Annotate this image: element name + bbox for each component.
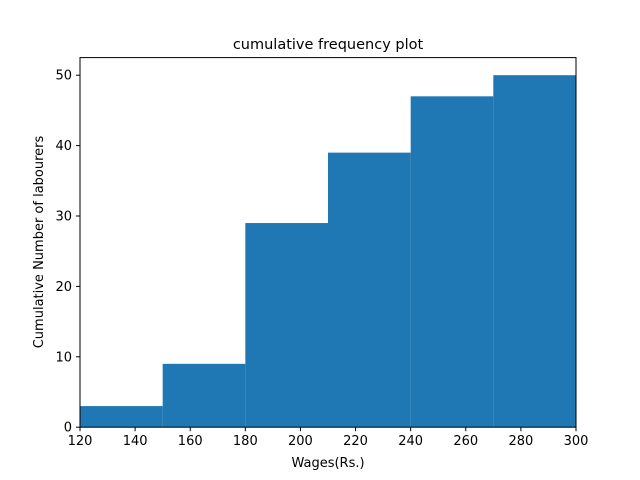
x-tick-label: 140 bbox=[123, 434, 148, 449]
y-tick-label: 20 bbox=[55, 280, 72, 295]
x-axis-ticks: 120 140 160 180 200 220 240 260 280 300 bbox=[68, 427, 589, 449]
x-tick-label: 280 bbox=[508, 434, 533, 449]
y-tick-label: 10 bbox=[55, 350, 72, 365]
histogram-bar-4 bbox=[328, 152, 411, 428]
x-tick-label: 200 bbox=[288, 434, 313, 449]
histogram-bar-2 bbox=[162, 363, 246, 428]
y-axis-ticks: 0 10 20 30 40 50 bbox=[55, 69, 80, 436]
x-tick-label: 300 bbox=[564, 434, 589, 449]
x-axis-label: Wages(Rs.) bbox=[291, 456, 364, 471]
y-tick-label: 50 bbox=[55, 69, 72, 84]
y-tick-label: 30 bbox=[55, 210, 72, 225]
x-tick-label: 260 bbox=[453, 434, 478, 449]
plot-border bbox=[79, 57, 577, 428]
histogram-bar-3 bbox=[245, 223, 328, 428]
histogram-bars bbox=[80, 75, 576, 428]
axes-frame bbox=[79, 57, 577, 428]
x-tick-label: 120 bbox=[68, 434, 93, 449]
histogram-bar-5 bbox=[410, 96, 494, 428]
x-tick-label: 240 bbox=[398, 434, 423, 449]
y-tick-label: 40 bbox=[55, 139, 72, 154]
y-axis-label: Cumulative Number of labourers bbox=[32, 136, 47, 349]
x-tick-label: 220 bbox=[343, 434, 368, 449]
x-tick-label: 160 bbox=[178, 434, 203, 449]
x-tick-label: 180 bbox=[233, 434, 258, 449]
histogram-bar-1 bbox=[80, 406, 163, 428]
y-tick-label: 0 bbox=[64, 421, 72, 436]
histogram-bar-6 bbox=[493, 75, 576, 428]
chart-title: cumulative frequency plot bbox=[233, 37, 424, 53]
